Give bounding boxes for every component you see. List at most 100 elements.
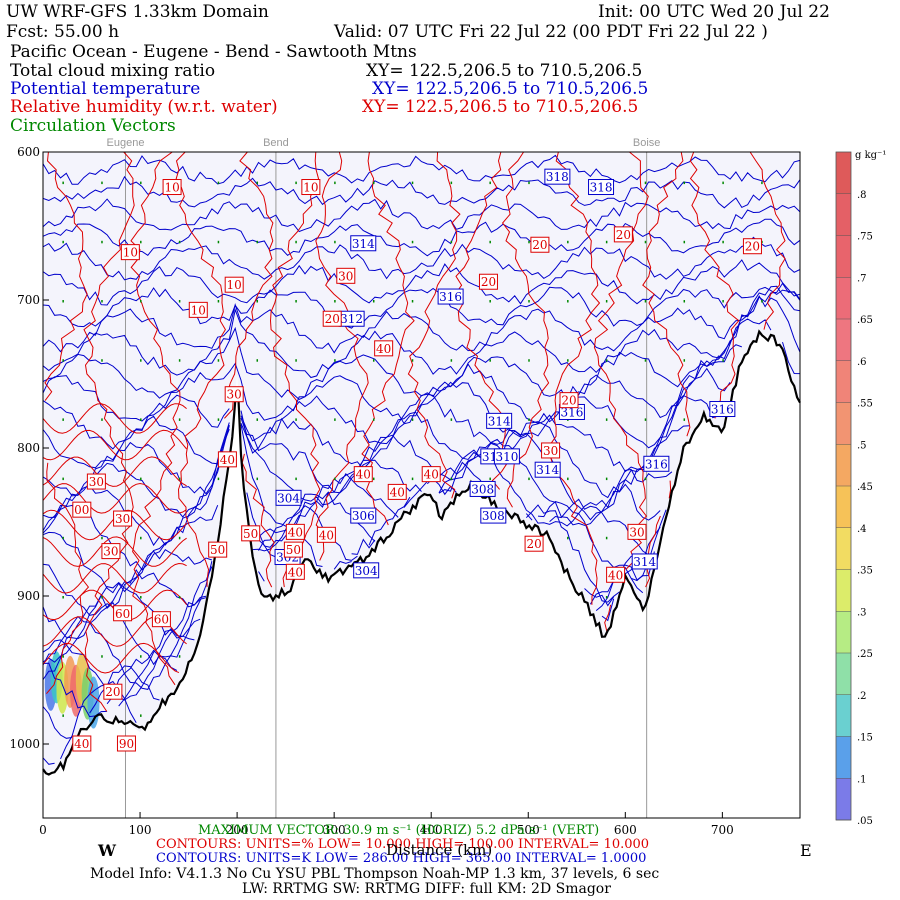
colorbar-segment <box>836 402 851 445</box>
vector-arrow <box>256 300 259 303</box>
vector-arrow <box>411 359 414 362</box>
model-info: Model Info: V4.1.3 No Cu YSU PBL Thompso… <box>90 866 660 882</box>
field2-xy: XY= 122.5,206.5 to 710.5,206.5 <box>372 79 649 99</box>
vector-arrow <box>101 181 103 185</box>
vector-arrow <box>489 359 491 362</box>
theta-label-box <box>709 401 736 418</box>
field2-label: Potential temperature <box>10 79 201 99</box>
rh-label-box <box>374 340 394 357</box>
rh-label-box <box>421 466 441 483</box>
rh-label-box <box>162 179 182 196</box>
rh-label-text: 10 <box>191 303 206 317</box>
rh-label: 40 <box>285 563 305 580</box>
rh-label-box <box>283 541 303 558</box>
y-tick-label: 1000 <box>9 737 40 751</box>
vector-arrow <box>605 536 608 540</box>
vector-arrow <box>567 300 569 303</box>
rh-label-box <box>316 526 336 543</box>
colorbar-segment <box>836 193 851 236</box>
rh-label-text: 10 <box>227 278 242 292</box>
colorbar-segment <box>836 653 851 695</box>
vector-arrow <box>372 477 375 481</box>
rh-contour <box>130 151 181 686</box>
rh-contour <box>42 536 187 567</box>
rh-contour <box>224 151 275 588</box>
vector-arrow <box>178 477 181 481</box>
theta-label-box <box>544 168 571 185</box>
vector-arrow <box>295 300 297 303</box>
rh-label: 10 <box>162 179 182 196</box>
x-tick-label: 600 <box>614 823 637 837</box>
rh-label-box <box>524 535 544 552</box>
rh-label-text: 20 <box>532 238 547 252</box>
rh-label-text: 20 <box>745 240 760 254</box>
rh-contour <box>42 642 180 674</box>
rh-contour <box>642 151 691 588</box>
vector-arrow <box>567 359 569 362</box>
rh-label-text: 40 <box>288 525 303 539</box>
rh-label-box <box>530 236 550 253</box>
theta-label: 308 <box>480 507 507 524</box>
rh-label-text: 60 <box>154 613 169 627</box>
rh-label: 00 <box>72 501 92 518</box>
vector-arrow <box>140 418 142 421</box>
rh-label: 40 <box>606 566 626 583</box>
vector-arrow <box>217 300 220 303</box>
rh-label: 40 <box>374 340 394 357</box>
rh-label-text: 40 <box>288 565 303 579</box>
max-vector-note: MAXIMUM VECTOR: 30.9 m s⁻¹ (HORIZ) 5.2 d… <box>198 823 600 838</box>
vector-arrow <box>178 300 181 303</box>
rh-label: 60 <box>151 611 171 628</box>
theta-contour <box>42 198 801 233</box>
vector-arrow <box>256 477 259 481</box>
rh-label: 30 <box>113 510 133 527</box>
rh-label-text: 40 <box>74 737 89 751</box>
rh-label: 40 <box>353 466 373 483</box>
rh-contour <box>689 151 740 419</box>
vector-arrow <box>334 359 336 362</box>
rh-label: 50 <box>241 525 261 542</box>
rh-label-text: 00 <box>74 503 89 517</box>
vector-arrow <box>450 418 453 421</box>
rh-contour <box>749 151 786 330</box>
y-tick-label: 700 <box>17 293 40 307</box>
vector-arrow <box>217 359 220 362</box>
vector-arrow <box>567 240 569 244</box>
theta-label: 314 <box>486 412 513 429</box>
rh-label-box <box>241 525 261 542</box>
rh-label-box <box>72 501 92 518</box>
rh-label-text: 40 <box>424 468 439 482</box>
rh-label-box <box>742 238 762 255</box>
model-info-physics: LW: RRTMG SW: RRTMG DIFF: full KM: 2D Sm… <box>242 881 611 897</box>
colorbar-label: .55 <box>857 399 873 410</box>
theta-label: 318 <box>588 179 615 196</box>
rh-label-box <box>101 543 121 560</box>
vector-arrow <box>372 181 375 185</box>
rh-label-box <box>336 267 356 284</box>
rh-label-box <box>353 466 373 483</box>
vector-arrow <box>489 240 491 244</box>
theta-contour <box>42 286 801 329</box>
colorbar-segment <box>836 319 851 361</box>
rh-label-box <box>86 473 106 490</box>
theta-label-text: 314 <box>488 414 511 428</box>
vector-arrow <box>62 359 64 362</box>
colorbar-segment <box>836 277 851 319</box>
vector-arrow <box>567 477 569 481</box>
vector-arrow <box>761 300 763 303</box>
vector-arrow <box>62 300 64 303</box>
vector-arrow <box>256 181 259 185</box>
rh-contours-note: CONTOURS: UNITS=% LOW= 10.000 HIGH= 100.… <box>156 837 650 852</box>
rh-label: 30 <box>224 386 244 403</box>
theta-contour <box>42 218 801 257</box>
rh-label: 50 <box>283 541 303 558</box>
colorbar-segment <box>836 444 851 486</box>
colorbar-label: .4 <box>857 524 867 535</box>
vector-arrow <box>101 300 103 303</box>
theta-label: 316 <box>709 401 736 418</box>
vector-arrow <box>178 418 181 421</box>
theta-contour <box>42 318 801 425</box>
rh-label-text: 20 <box>616 228 631 242</box>
vector-arrow <box>101 536 103 540</box>
